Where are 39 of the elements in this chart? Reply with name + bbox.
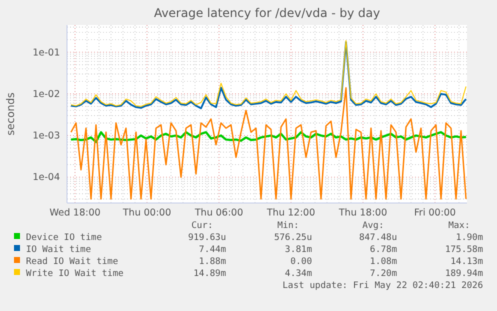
text: 6.78m (370, 245, 397, 255)
x-tick-label: Thu 12:00 (266, 208, 316, 219)
text: 4.34m (284, 269, 312, 279)
legend-label: Write IO Wait time (26, 269, 124, 279)
text: 7.44m (198, 245, 226, 255)
text: 576.25u (274, 233, 312, 243)
text: Max: (448, 221, 470, 231)
text: 1.08m (370, 257, 397, 267)
line-series (70, 87, 467, 200)
legend-label: Device IO time (26, 233, 102, 243)
x-tick-label: Thu 06:00 (194, 208, 244, 219)
y-tick-label: 1e-02 (32, 88, 60, 100)
text: 175.58m (445, 245, 483, 255)
x-tick-label: Fri 00:00 (414, 208, 456, 219)
text: 847.48u (359, 233, 397, 243)
text: Avg: (362, 221, 384, 231)
y-tick-label: 1e-04 (32, 172, 60, 184)
text: 919.63u (188, 233, 226, 243)
legend-label: IO Wait time (26, 245, 92, 255)
line-series (70, 131, 468, 144)
y-tick-label: 1e-01 (32, 47, 60, 58)
text: 0.00 (290, 257, 312, 267)
text: 7.20m (370, 269, 397, 279)
x-tick-label: Thu 00:00 (122, 208, 172, 219)
x-tick-label: Thu 18:00 (338, 208, 388, 219)
text: Last update: Fri May 22 02:40:21 2026 (282, 281, 483, 291)
legend-label: Read IO Wait time (26, 257, 118, 267)
text: 3.81m (284, 245, 312, 255)
chart-title: Average latency for /dev/vda - by day (154, 6, 380, 20)
text: Min: (277, 221, 299, 231)
text: 1.90m (456, 233, 483, 243)
text: 14.13m (450, 257, 483, 267)
text: 1.88m (198, 257, 226, 267)
text: 189.94m (445, 269, 483, 279)
text: 14.89m (193, 269, 226, 279)
text: Cur: (191, 221, 213, 231)
y-axis-title: seconds (5, 92, 17, 136)
y-tick-label: 1e-03 (32, 130, 60, 142)
x-tick-label: Wed 18:00 (49, 208, 101, 219)
